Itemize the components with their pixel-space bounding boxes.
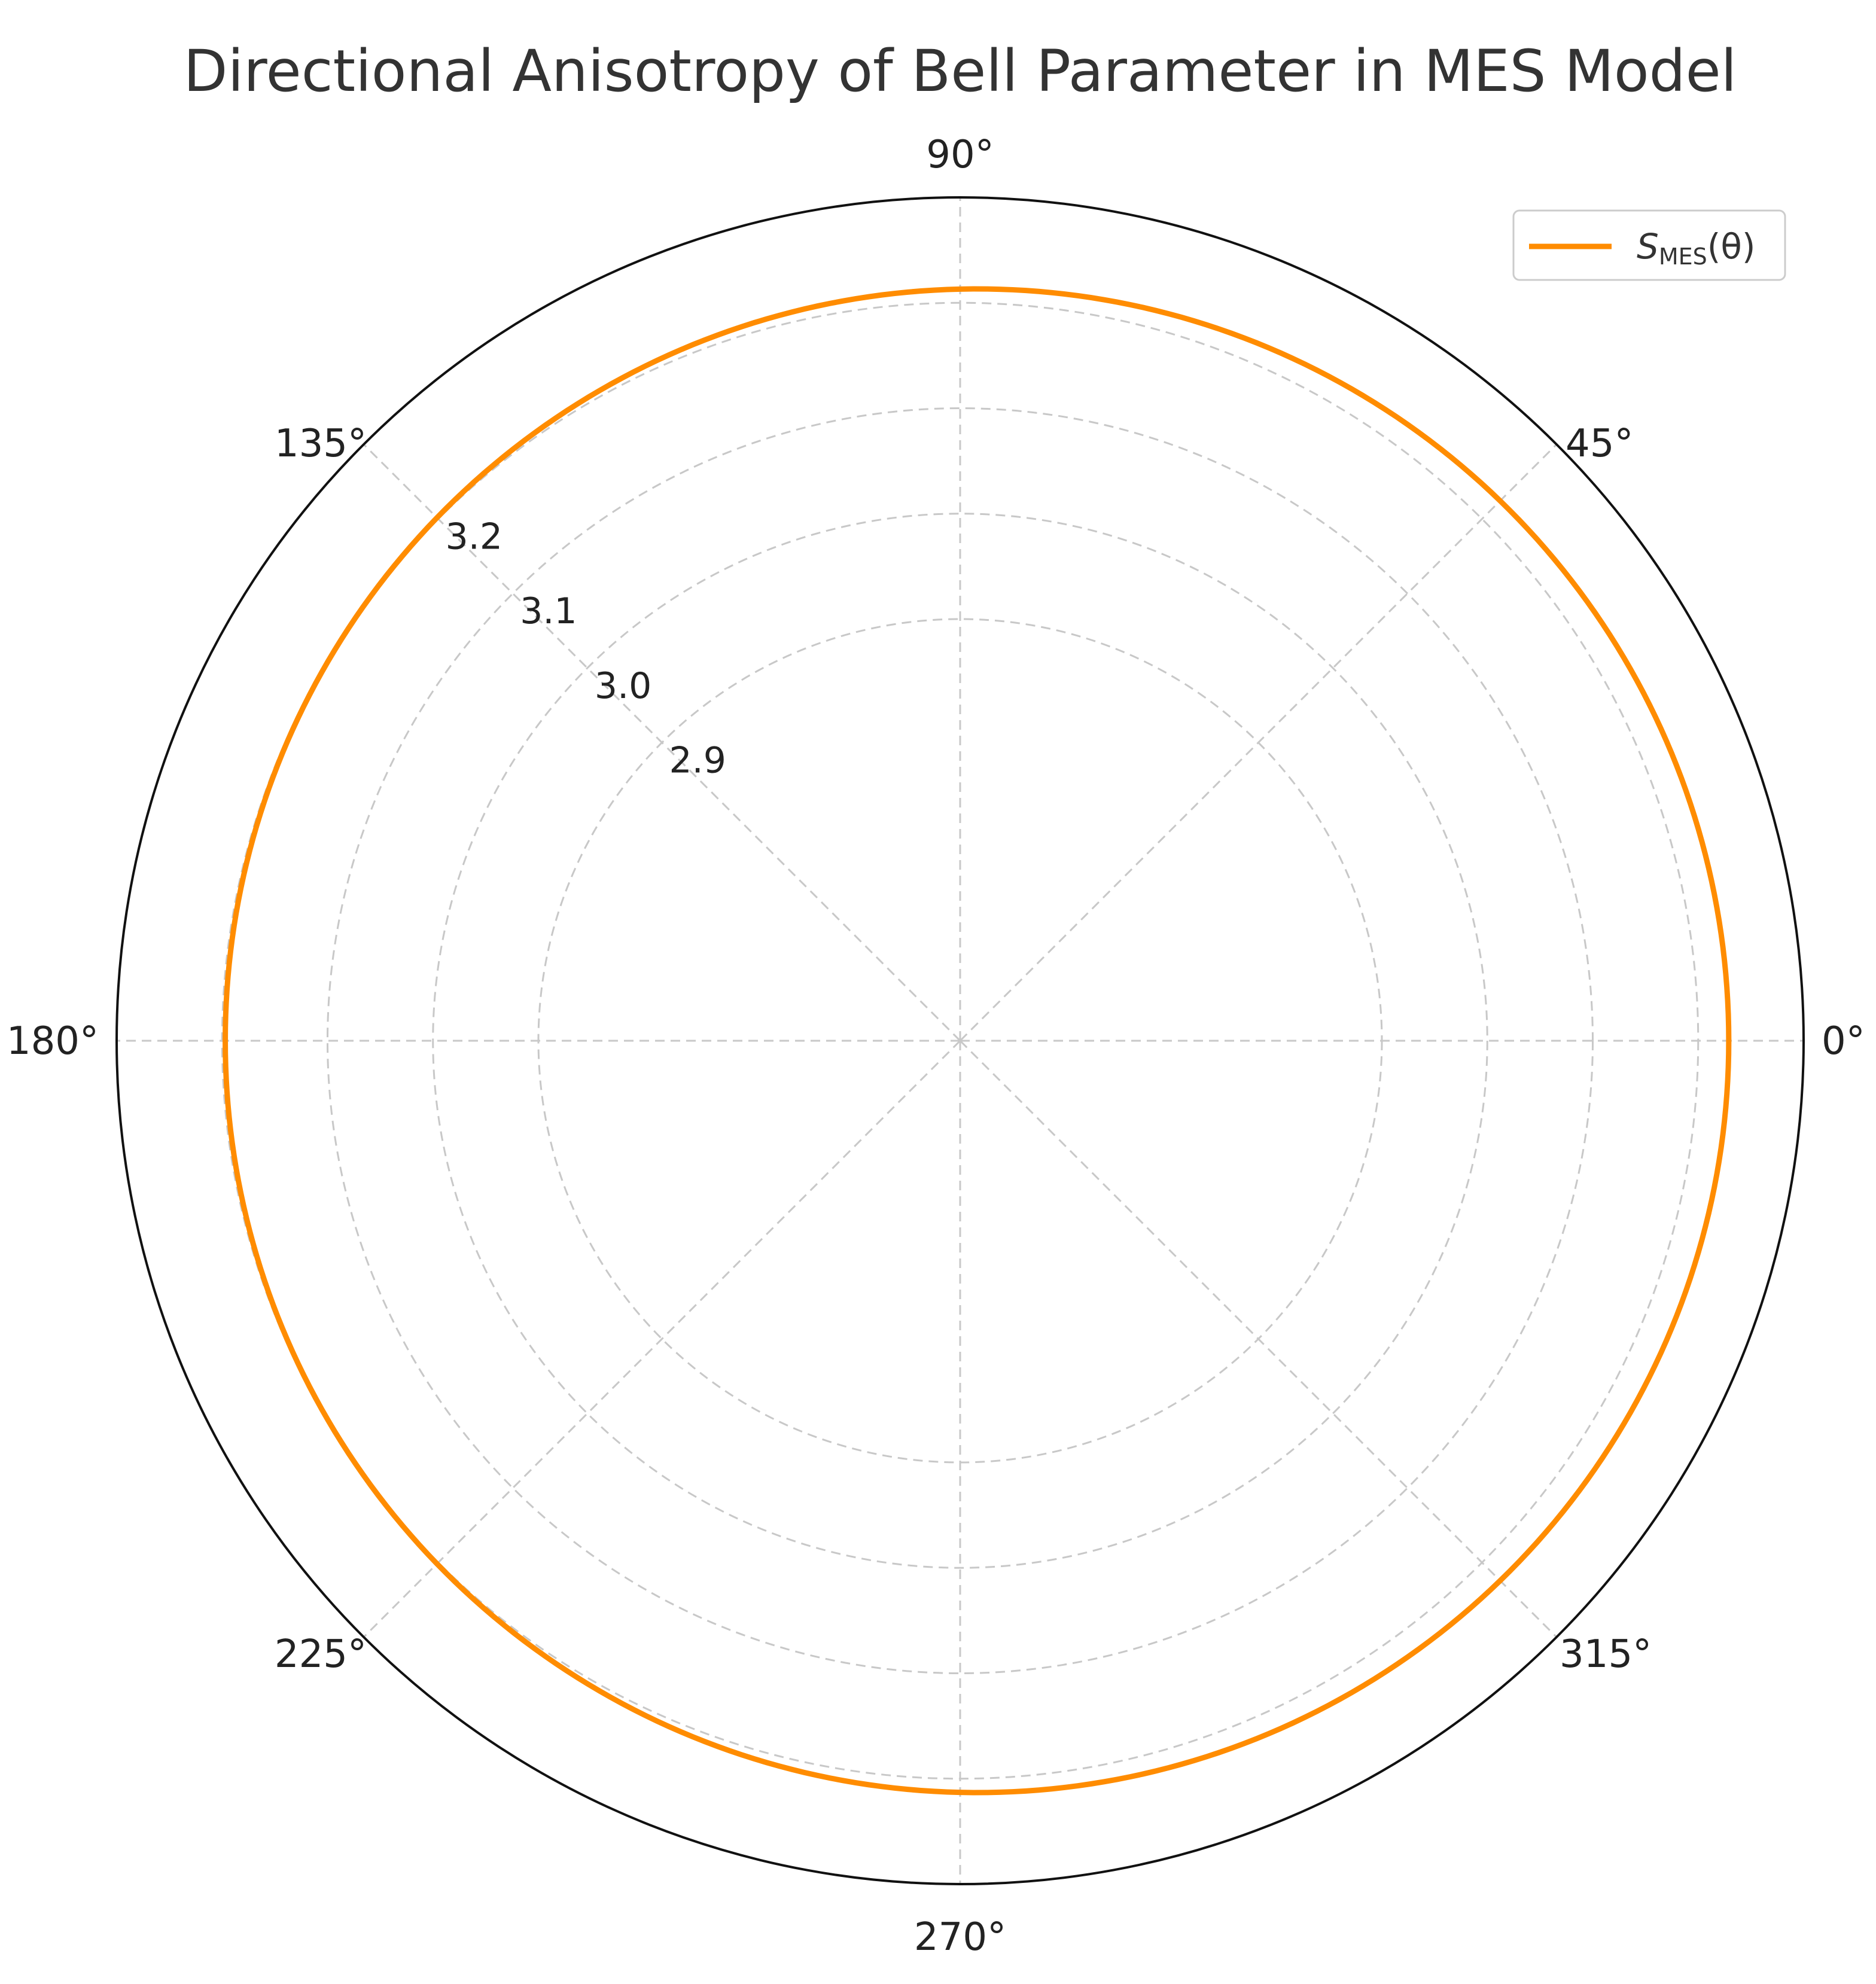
radial-gridline-3.1: [327, 407, 1594, 1674]
radial-gridline-3.0: [432, 513, 1488, 1569]
angle-tick-label-225: 225°: [275, 1632, 367, 1677]
legend-box: [1512, 209, 1786, 281]
radial-tick-label-3.0: 3.0: [595, 665, 651, 707]
polar-grid: [117, 197, 1804, 1884]
angular-gridline-315: [959, 1040, 1558, 1638]
angle-tick-label-135: 135°: [275, 422, 367, 466]
radial-tick-label-3.1: 3.1: [520, 590, 577, 632]
legend-subscript: MES: [1659, 243, 1707, 270]
angle-tick-label-315: 315°: [1560, 1632, 1652, 1677]
radial-tick-labels: 2.9 3.0 3.1 3.2: [446, 516, 726, 782]
radial-tick-label-3.2: 3.2: [446, 516, 502, 558]
series-line-s-mes: [223, 286, 1732, 1796]
angular-gridline-45: [959, 443, 1558, 1042]
series-layer: [223, 286, 1732, 1796]
legend-argument: (θ): [1707, 226, 1756, 267]
angle-tick-label-0: 0°: [1822, 1019, 1865, 1063]
angle-tick-label-90: 90°: [926, 133, 994, 177]
angle-tick-labels: 0° 45° 90° 135° 180° 225° 270° 315°: [7, 133, 1865, 1959]
radial-tick-label-2.9: 2.9: [669, 740, 726, 782]
legend-symbol: S: [1637, 226, 1659, 267]
angular-gridline-225: [363, 1040, 961, 1638]
angle-tick-label-270: 270°: [914, 1915, 1006, 1959]
angular-gridline-135: [363, 443, 961, 1042]
legend-label: SMES(θ): [1637, 226, 1756, 270]
angle-tick-label-45: 45°: [1566, 422, 1633, 466]
polar-frame: [115, 196, 1805, 1885]
chart-title: Directional Anisotropy of Bell Parameter…: [184, 38, 1737, 105]
angle-tick-label-180: 180°: [7, 1019, 99, 1063]
legend: SMES(θ): [1512, 209, 1786, 281]
